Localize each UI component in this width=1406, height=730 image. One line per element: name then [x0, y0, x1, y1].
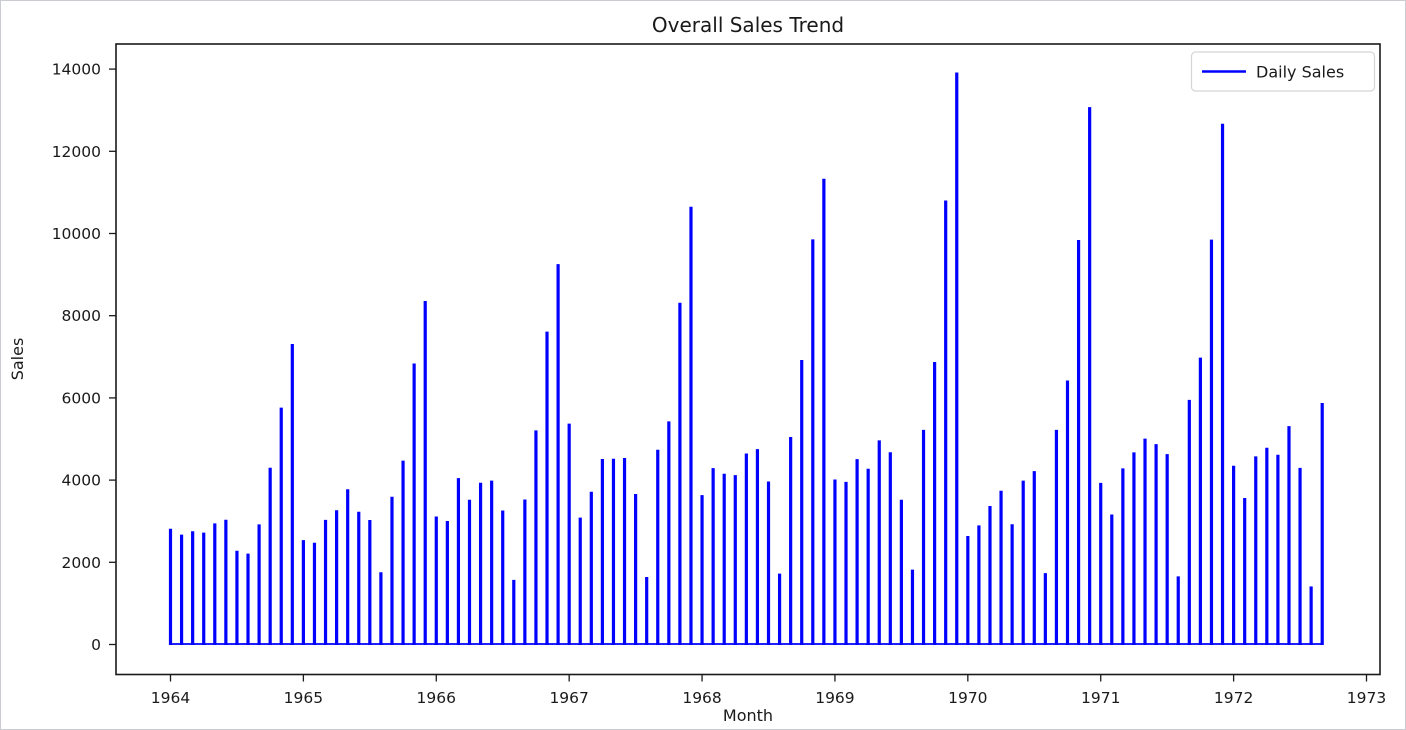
x-tick-label-1968: 1968	[682, 689, 721, 707]
x-tick-label-1971: 1971	[1081, 689, 1120, 707]
y-tick-label-12000: 12000	[52, 143, 101, 161]
x-axis-label: Month	[723, 706, 773, 725]
plot-spines	[115, 43, 1381, 676]
y-tick-label-10000: 10000	[52, 225, 101, 243]
y-tick-label-14000: 14000	[52, 61, 101, 79]
y-tick-label-4000: 4000	[62, 472, 101, 490]
y-axis-ticks: 0 2000 4000 6000 8000 10000 12000 14000	[52, 61, 116, 654]
chart-title: Overall Sales Trend	[652, 13, 844, 37]
legend-box	[1190, 51, 1376, 92]
x-tick-label-1969: 1969	[815, 689, 854, 707]
x-axis-ticks: 1964 1965 1966 1967 1968 1969 1970 1971 1972 1973	[151, 674, 1386, 707]
x-tick-label-1970: 1970	[948, 689, 987, 707]
y-tick-label-6000: 6000	[62, 389, 101, 407]
x-tick-label-1973: 1973	[1347, 689, 1386, 707]
y-tick-label-2000: 2000	[62, 554, 101, 572]
y-axis-label: Sales	[8, 338, 27, 381]
y-tick-label-0: 0	[91, 636, 101, 654]
x-tick-label-1967: 1967	[549, 689, 588, 707]
x-tick-label-1972: 1972	[1214, 689, 1253, 707]
bars-group	[168, 72, 1324, 645]
legend-label: Daily Sales	[1256, 63, 1344, 82]
x-tick-label-1964: 1964	[151, 689, 190, 707]
y-tick-label-8000: 8000	[62, 307, 101, 325]
x-tick-label-1965: 1965	[284, 689, 323, 707]
x-tick-label-1966: 1966	[417, 689, 456, 707]
legend: Daily Sales	[1190, 51, 1376, 92]
